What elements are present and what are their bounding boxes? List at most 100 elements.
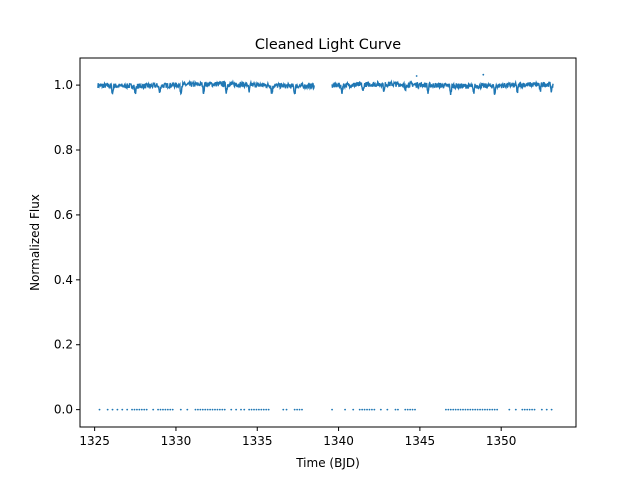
zero-flux-point: [131, 408, 133, 411]
zero-flux-point: [298, 408, 301, 411]
zero-flux-point: [136, 408, 138, 411]
zero-flux-point: [221, 408, 224, 411]
zero-flux-point: [409, 408, 412, 411]
zero-flux-point: [214, 408, 216, 411]
zero-flux-point: [253, 408, 255, 411]
x-tick-label: 1340: [323, 434, 354, 448]
zero-flux-point: [531, 408, 533, 411]
zero-flux-point: [411, 408, 414, 411]
zero-flux-point: [171, 408, 174, 411]
zero-flux-point: [471, 408, 474, 411]
zero-flux-point: [474, 408, 477, 411]
zero-flux-point: [491, 408, 494, 411]
zero-flux-point: [331, 408, 333, 411]
zero-flux-point: [140, 408, 143, 411]
zero-flux-point: [462, 408, 464, 411]
zero-flux-point: [169, 408, 172, 411]
outlier-point: [415, 75, 418, 77]
zero-flux-point: [285, 408, 288, 411]
zero-flux-point: [194, 408, 197, 411]
zero-flux-point: [523, 408, 526, 411]
zero-flux-point: [218, 408, 221, 411]
zero-flux-point: [121, 408, 124, 411]
zero-flux-point: [166, 408, 169, 411]
zero-flux-point: [366, 408, 368, 411]
zero-flux-point: [164, 408, 167, 411]
zero-flux-point: [293, 408, 296, 411]
zero-flux-point: [209, 408, 212, 411]
zero-flux-point: [550, 408, 553, 411]
zero-flux-point: [301, 408, 303, 411]
zero-flux-point: [545, 408, 548, 411]
zero-flux-point: [223, 408, 226, 411]
zero-flux-point: [386, 408, 389, 411]
zero-flux-point: [296, 408, 298, 411]
zero-flux-point: [464, 408, 467, 411]
x-axis-label: Time (BJD): [295, 456, 360, 470]
y-tick-label: 0.2: [54, 338, 73, 352]
zero-flux-point: [143, 408, 146, 411]
zero-flux-point: [230, 408, 233, 411]
zero-flux-point: [508, 408, 511, 411]
zero-flux-point: [486, 408, 489, 411]
zero-flux-point: [157, 408, 159, 411]
zero-flux-point: [250, 408, 253, 411]
zero-flux-point: [145, 408, 148, 411]
zero-flux-point: [447, 408, 450, 411]
y-tick-label: 0.0: [54, 403, 73, 417]
zero-flux-point: [368, 408, 371, 411]
zero-flux-point: [111, 408, 114, 411]
zero-flux-point: [116, 408, 119, 411]
zero-flux-point: [394, 408, 397, 411]
x-tick-label: 1335: [242, 434, 273, 448]
zero-flux-point: [459, 408, 462, 411]
zero-flux-point: [126, 408, 129, 411]
flux-segment-1: [97, 79, 315, 96]
zero-flux-point: [373, 408, 376, 411]
y-axis-label: Normalized Flux: [28, 194, 42, 291]
zero-flux-point: [98, 408, 101, 411]
zero-flux-point: [159, 408, 162, 411]
y-axis: 0.0 0.2 0.4 0.6 0.8 1.0: [54, 78, 80, 417]
zero-flux-point: [452, 408, 455, 411]
zero-flux-point: [186, 408, 189, 411]
axes-frame: [79, 57, 577, 428]
zero-flux-point: [496, 408, 499, 411]
zero-flux-point: [414, 408, 416, 411]
x-axis: 1325 1330 1335 1340 1345 1350: [79, 427, 516, 448]
zero-flux-point: [358, 408, 361, 411]
zero-flux-point: [152, 408, 155, 411]
zero-flux-point: [201, 408, 204, 411]
data-layer: [97, 73, 554, 411]
plot-area: [80, 58, 576, 427]
zero-flux-point: [133, 408, 136, 411]
zero-flux-point: [406, 408, 409, 411]
zero-flux-point: [469, 408, 472, 411]
y-tick-label: 0.6: [54, 208, 73, 222]
x-tick-label: 1330: [161, 434, 192, 448]
zero-flux-point: [397, 408, 399, 411]
zero-flux-point: [255, 408, 258, 411]
zero-flux-point: [197, 408, 199, 411]
zero-flux-point: [484, 408, 486, 411]
zero-flux-point: [240, 408, 242, 411]
y-tick-label: 0.4: [54, 273, 73, 287]
zero-flux-point: [528, 408, 531, 411]
y-tick-label: 0.8: [54, 143, 73, 157]
zero-flux-point: [526, 408, 529, 411]
zero-flux-point: [466, 408, 469, 411]
chart-title: Cleaned Light Curve: [255, 37, 401, 53]
zero-flux-point: [106, 408, 109, 411]
zero-flux-point: [445, 408, 447, 411]
x-tick-label: 1345: [405, 434, 436, 448]
zero-flux-point: [352, 408, 355, 411]
zero-flux-point: [361, 408, 364, 411]
zero-flux-point: [260, 408, 263, 411]
zero-flux-point: [379, 408, 382, 411]
zero-flux-point: [449, 408, 452, 411]
zero-flux-point: [206, 408, 209, 411]
zero-flux-point: [540, 408, 543, 411]
zero-flux-point: [265, 408, 268, 411]
zero-flux-point: [454, 408, 457, 411]
